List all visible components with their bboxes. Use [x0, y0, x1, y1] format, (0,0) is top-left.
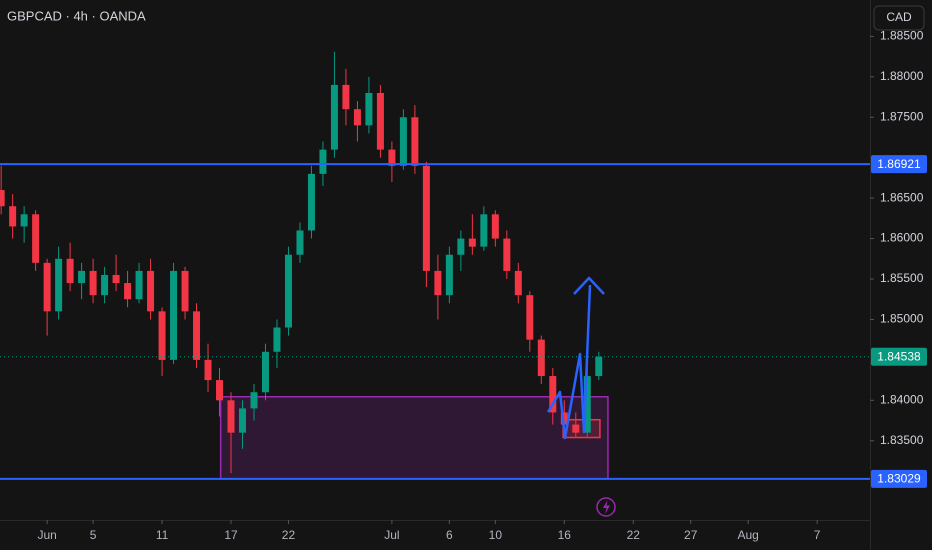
candle-body	[307, 173, 315, 231]
candle-body	[503, 238, 511, 271]
x-tick-label: 17	[224, 528, 238, 542]
candle-body	[342, 84, 350, 110]
candle-body	[261, 351, 269, 393]
candle-body	[572, 424, 580, 433]
candle-body	[583, 376, 591, 433]
candle-body	[124, 283, 132, 300]
y-tick-label: 1.87500	[880, 109, 924, 123]
y-tick-label: 1.85000	[880, 312, 924, 326]
candle-body	[66, 258, 74, 284]
lightning-bolt[interactable]	[603, 500, 610, 514]
candle-body	[526, 295, 534, 340]
candle-body	[376, 93, 384, 150]
candle-body	[457, 238, 465, 255]
current-price-badge	[871, 347, 927, 366]
chart-title: GBPCAD · 4h · OANDA	[7, 8, 146, 23]
candle-body	[411, 117, 419, 166]
x-tick-label: 27	[684, 528, 698, 542]
y-tick-label: 1.86000	[880, 231, 924, 245]
current-price-label: 1.84538	[877, 349, 921, 363]
candle-body	[399, 117, 407, 166]
x-tick-label: 7	[814, 528, 821, 542]
y-tick-label: 1.88500	[880, 29, 924, 43]
candle-body	[250, 392, 258, 409]
candle-body	[388, 149, 396, 166]
x-tick-label: 5	[90, 528, 97, 542]
x-tick-label: 10	[489, 528, 503, 542]
candle-body	[365, 93, 373, 126]
lightning-circle[interactable]	[596, 497, 616, 517]
y-tick-label: 1.86500	[880, 190, 924, 204]
candle-body	[147, 270, 155, 312]
zigzag-projection	[546, 284, 592, 440]
y-tick-label: 1.88000	[880, 69, 924, 83]
candle-body	[549, 376, 557, 413]
level-label: 1.86921	[877, 157, 921, 171]
candle-body	[537, 339, 545, 377]
candle-body	[0, 190, 5, 207]
candle-body	[170, 270, 178, 360]
candle-body	[319, 149, 327, 174]
candle-body	[422, 165, 430, 271]
candle-body	[158, 311, 166, 360]
x-tick-label: 11	[156, 528, 169, 542]
y-tick-label: 1.85500	[880, 271, 924, 285]
candle-body	[55, 258, 63, 312]
candle-body	[101, 274, 109, 296]
candle-body	[216, 380, 224, 401]
candle-body	[273, 327, 281, 352]
candle-body	[204, 359, 212, 381]
x-tick-label: 22	[627, 528, 641, 542]
candle-body	[595, 356, 603, 377]
x-tick-label: Jul	[384, 528, 399, 542]
candle-body	[43, 262, 51, 312]
candle-body	[491, 214, 499, 239]
x-tick-label: 22	[282, 528, 296, 542]
candle-body	[112, 274, 120, 284]
currency-button[interactable]	[873, 5, 925, 31]
level-label: 1.83029	[877, 472, 921, 486]
candle-body	[514, 270, 522, 296]
y-tick-label: 1.83500	[880, 433, 924, 447]
x-tick-label: Aug	[737, 528, 758, 542]
candle-body	[330, 84, 338, 150]
candle-body	[89, 270, 97, 296]
user-drawing	[546, 276, 605, 440]
x-tick-label: 6	[446, 528, 453, 542]
x-tick-label: 16	[558, 528, 572, 542]
y-tick-label: 1.84000	[880, 392, 924, 406]
zone	[219, 396, 609, 480]
candle-body	[238, 408, 246, 433]
candle-body	[78, 270, 86, 284]
candle-body	[135, 270, 143, 300]
candle-body	[353, 109, 361, 126]
candle-body	[445, 254, 453, 296]
candle-body	[560, 412, 568, 425]
candle-body	[284, 254, 292, 328]
currency-button-label[interactable]: CAD	[886, 10, 912, 24]
candle-body	[296, 230, 304, 255]
candle-body	[32, 214, 40, 263]
arrow-head	[573, 276, 605, 295]
lightning-icon[interactable]	[596, 497, 616, 517]
candle-body	[468, 238, 476, 247]
candle-body	[193, 311, 201, 360]
candle-body	[434, 270, 442, 296]
candle-body	[181, 270, 189, 312]
level-badge	[871, 469, 927, 488]
candle-body	[227, 400, 235, 433]
candle-body	[480, 214, 488, 247]
level-badge	[871, 155, 927, 174]
candle-body	[20, 214, 28, 227]
candle-body	[9, 206, 17, 227]
x-tick-label: Jun	[37, 528, 56, 542]
